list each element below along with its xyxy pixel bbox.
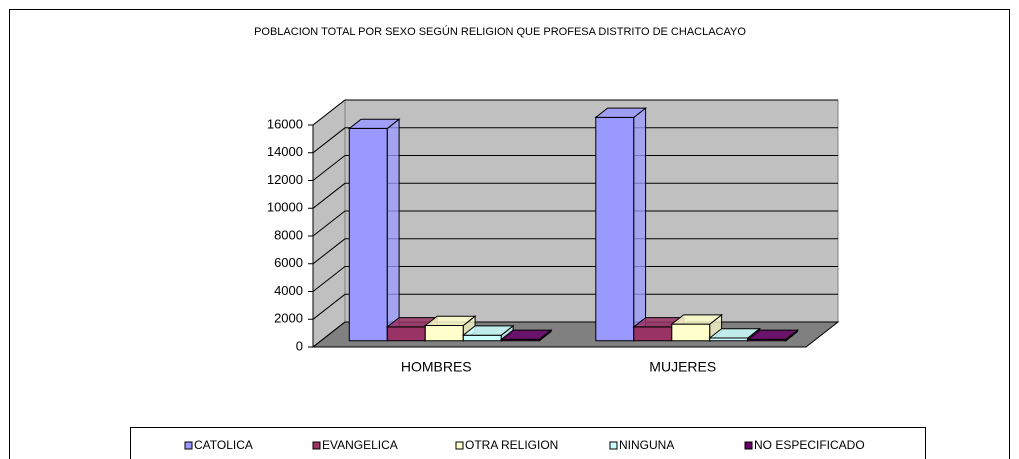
grid-line: [312, 210, 838, 237]
bar-front: [462, 334, 502, 342]
legend-swatch: [455, 441, 464, 450]
bar-top: [461, 325, 515, 336]
chart-border: [9, 9, 1010, 459]
bar-top: [423, 315, 477, 326]
bar-top: [670, 314, 724, 325]
bar-front: [671, 323, 711, 342]
y-tick-label: 8000: [274, 227, 303, 242]
y-tick-label: 16000: [267, 116, 303, 131]
legend-swatch: [312, 441, 321, 450]
grid-line: [312, 99, 838, 126]
legend-label: EVANGELICA: [322, 438, 398, 452]
bar: [423, 315, 477, 342]
legend-label: CATOLICA: [194, 438, 253, 452]
y-tick-label: 14000: [267, 144, 303, 159]
bar-front: [386, 326, 426, 342]
legend-label: NINGUNA: [619, 438, 674, 452]
legend-box: [130, 427, 926, 459]
bar: [499, 329, 553, 342]
grid-line: [312, 293, 838, 320]
bar: [461, 324, 515, 342]
grid-line: [312, 238, 838, 265]
bar-top: [708, 328, 762, 339]
bar-top: [746, 329, 800, 340]
grid-line: [312, 155, 838, 181]
bar: [594, 107, 648, 342]
bar-front: [424, 325, 464, 342]
bar-side: [633, 107, 647, 342]
legend-swatch: [744, 441, 753, 450]
grid-line: [312, 127, 838, 154]
y-tick-label: 6000: [274, 255, 303, 270]
grid-line: [312, 182, 838, 209]
legend-label: NO ESPECIFICADO: [754, 438, 865, 452]
x-tick-label: MUJERES: [649, 359, 716, 375]
bar: [347, 118, 401, 342]
bar-front: [633, 326, 673, 342]
grid-line: [312, 266, 838, 292]
bar-top: [594, 107, 648, 118]
bar: [670, 313, 724, 342]
chart-title: POBLACION TOTAL POR SEXO SEGÚN RELIGION …: [254, 25, 746, 38]
y-tick-label: 4000: [274, 283, 303, 298]
bar-front: [595, 116, 635, 342]
y-tick-label: 0: [296, 338, 303, 353]
bar-top: [347, 118, 401, 129]
legend-label: OTRA RELIGION: [465, 438, 558, 452]
legend-swatch: [609, 441, 618, 450]
y-tick-label: 10000: [267, 200, 303, 215]
y-tick-label: 2000: [274, 311, 303, 326]
bar-top: [499, 329, 553, 340]
bar: [746, 329, 800, 342]
bar-front: [348, 128, 388, 342]
y-tick-label: 12000: [267, 172, 303, 187]
bar-side: [386, 118, 400, 342]
x-tick-label: HOMBRES: [401, 359, 472, 375]
legend-swatch: [184, 441, 193, 450]
